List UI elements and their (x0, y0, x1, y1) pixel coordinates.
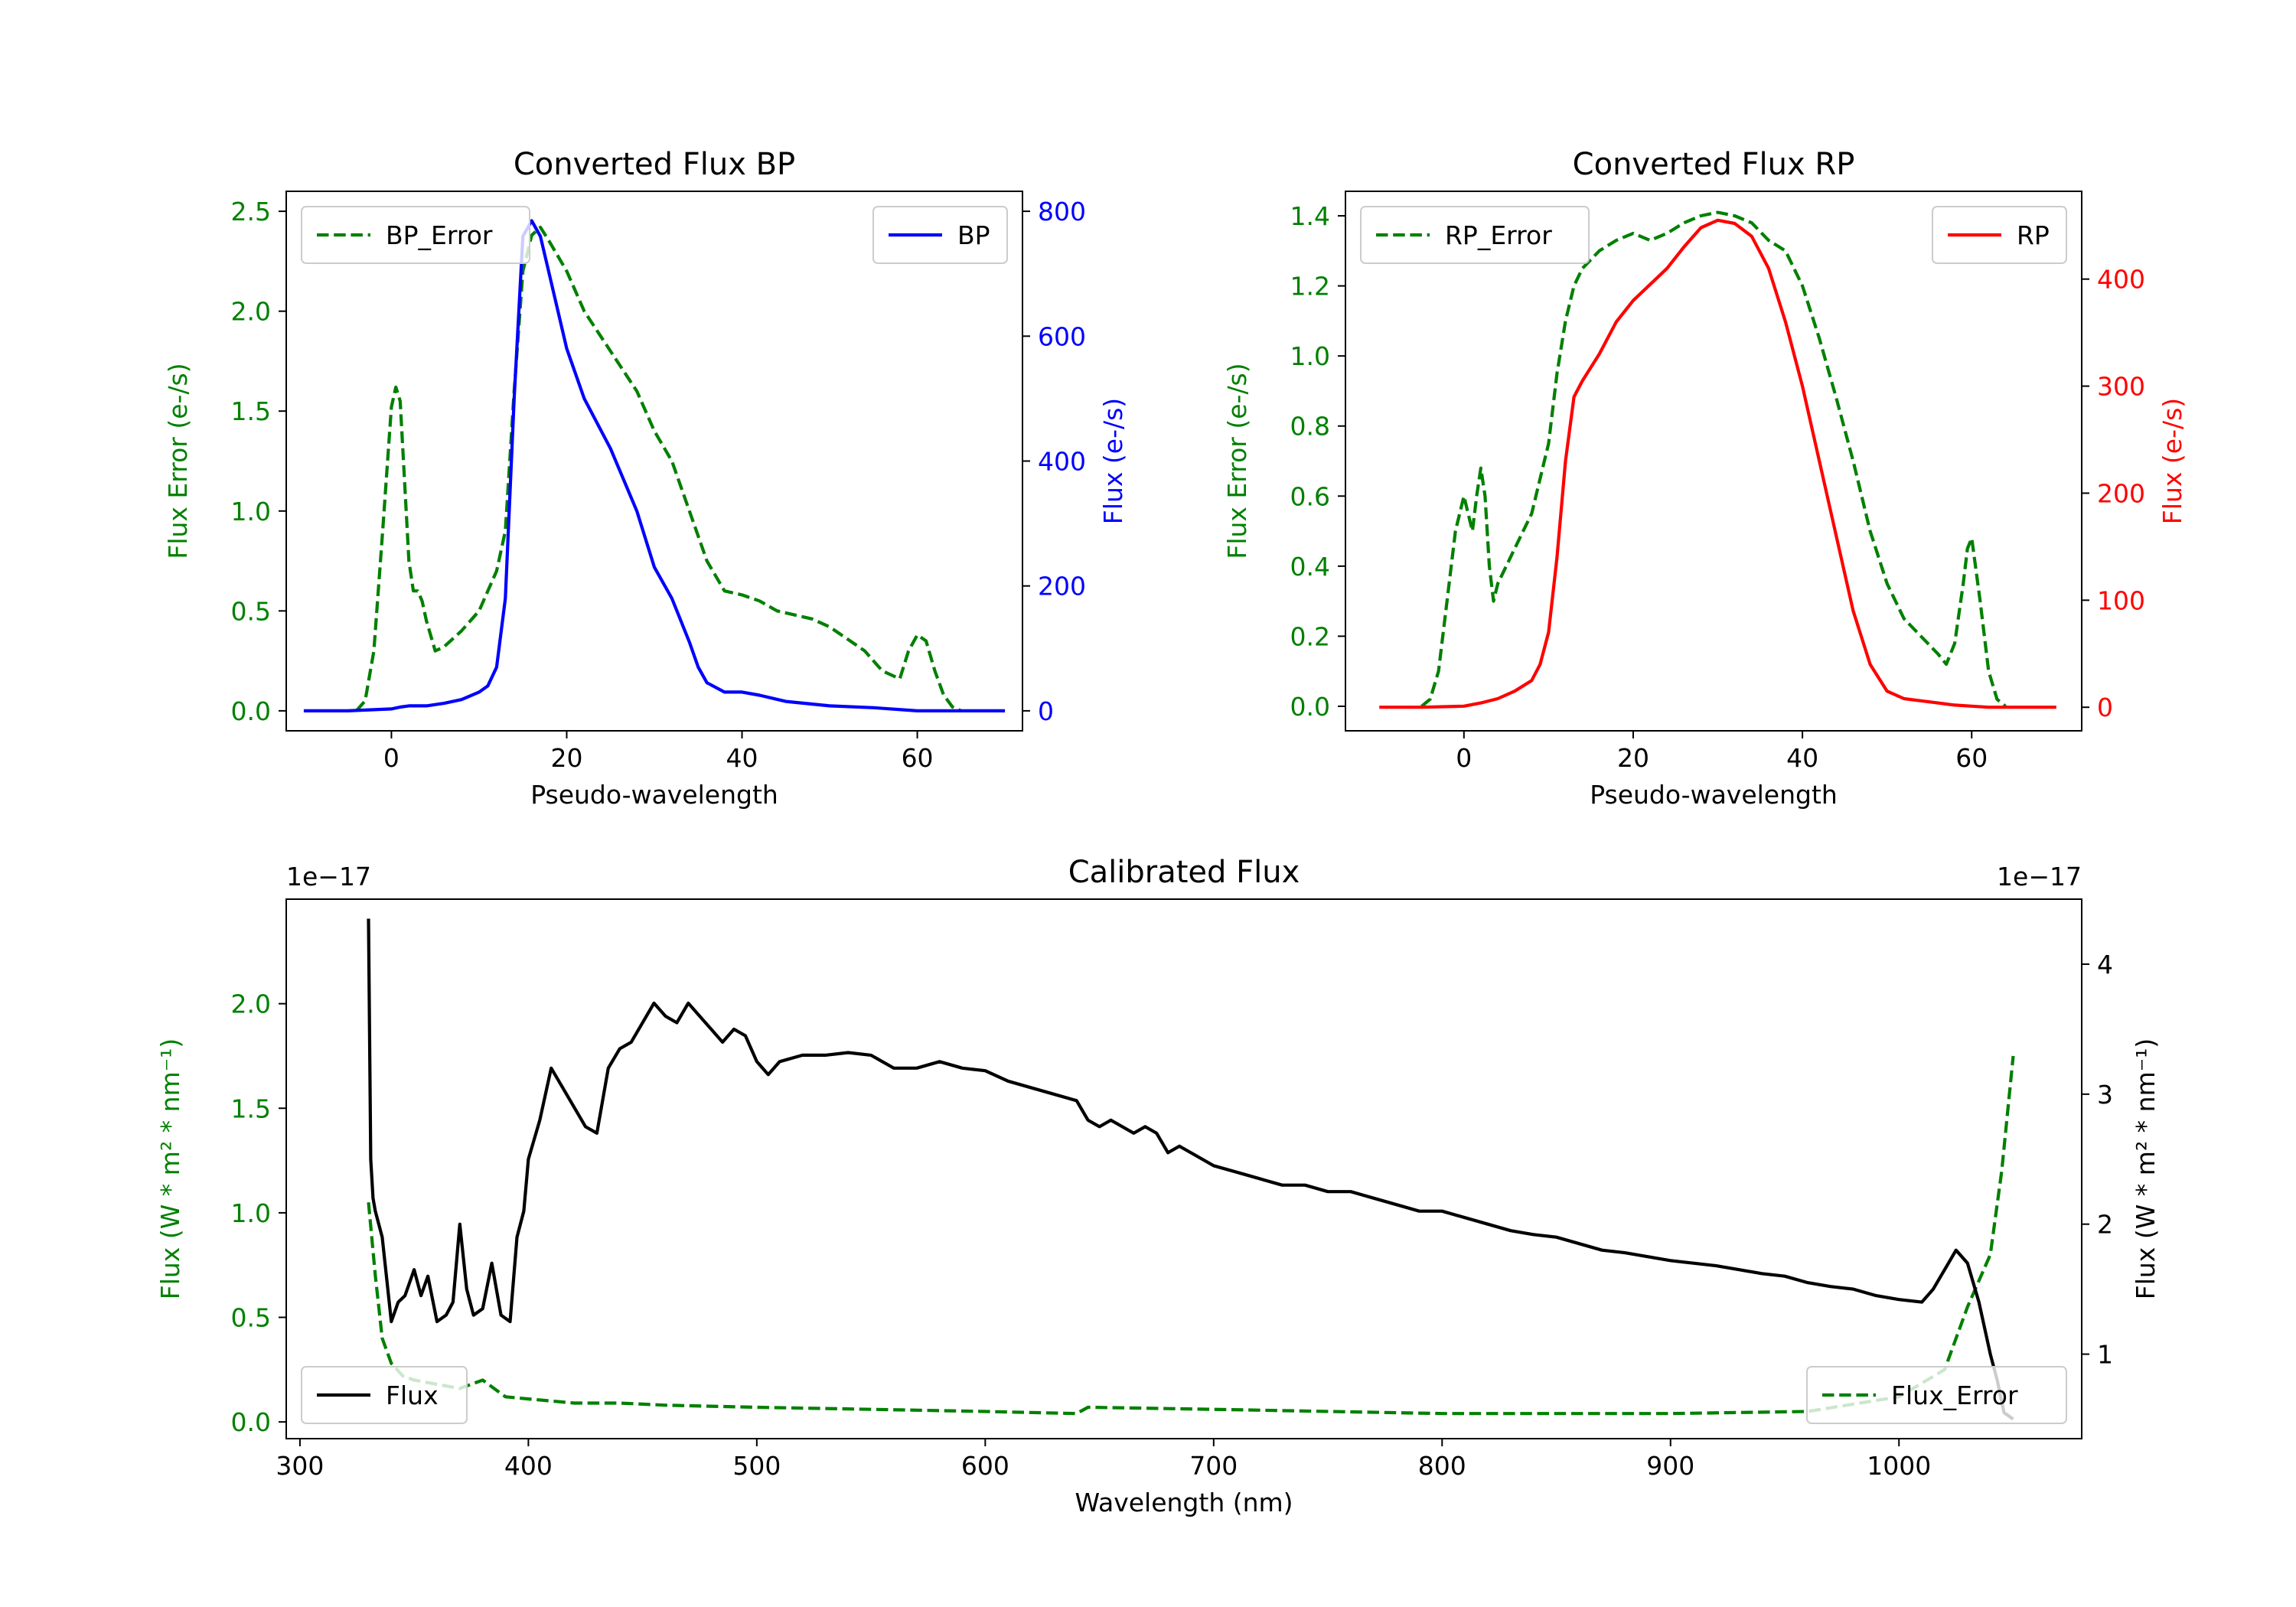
y-right-tick-label: 300 (2097, 372, 2145, 402)
y-left-tick-label: 1.4 (1290, 201, 1330, 231)
chart-title: Calibrated Flux (1068, 855, 1300, 890)
y-right-tick-label: 200 (2097, 478, 2145, 508)
y-left-tick-label: 0.8 (1290, 412, 1330, 442)
legend-box (301, 1366, 468, 1424)
y-left-tick-label: 2.5 (231, 197, 271, 227)
x-tick-label: 60 (902, 743, 934, 773)
y-left-tick-label: 0.5 (231, 596, 271, 626)
x-tick-label: 0 (1456, 743, 1472, 773)
y-left-tick-label: 0.0 (1290, 692, 1330, 722)
x-axis-label: Pseudo-wavelength (530, 780, 778, 810)
legend-bp: BP (872, 206, 1008, 264)
y-right-tick-label: 0 (1038, 696, 1054, 726)
plot-frame (1345, 191, 2082, 732)
legend-box (1806, 1366, 2067, 1424)
x-tick-label: 60 (1955, 743, 1988, 773)
x-tick-label: 400 (504, 1451, 553, 1481)
y-left-tick-label: 1.0 (231, 497, 271, 526)
y-right-tick-label: 200 (1038, 572, 1086, 601)
y-right-tick-label: 1 (2097, 1340, 2113, 1370)
legend-label: BP_Error (386, 220, 493, 250)
series-line-rp (1379, 218, 2056, 709)
x-axis-label: Wavelength (nm) (1075, 1488, 1293, 1517)
y-right-tick-label: 3 (2097, 1080, 2113, 1110)
y-left-axis-label: Flux (W * m² * nm⁻¹) (155, 1038, 185, 1300)
legend-label: RP (2017, 220, 2050, 250)
x-tick-label: 600 (961, 1451, 1009, 1481)
series-line-flux (367, 918, 2014, 1421)
plot-frame (285, 898, 2082, 1439)
y-left-offset-text: 1e−17 (286, 862, 371, 892)
y-left-tick-label: 0.4 (1290, 552, 1330, 582)
chart-title: Converted Flux RP (1573, 147, 1855, 182)
y-right-tick-label: 600 (1038, 321, 1086, 351)
y-left-tick-label: 1.2 (1290, 272, 1330, 302)
y-left-tick-label: 1.5 (231, 396, 271, 426)
y-right-tick-label: 100 (2097, 585, 2145, 615)
series-line-bp_error (355, 225, 962, 712)
x-tick-label: 500 (732, 1451, 781, 1481)
series-line-rp_error (1420, 210, 2007, 708)
y-left-tick-label: 1.0 (231, 1198, 271, 1228)
y-right-axis-label: Flux (e-/s) (2157, 398, 2187, 524)
y-right-axis-label: Flux (W * m² * nm⁻¹) (2131, 1038, 2161, 1300)
y-right-tick-label: 400 (2097, 265, 2145, 295)
legend-label: RP_Error (1445, 220, 1552, 250)
y-right-tick-label: 400 (1038, 447, 1086, 477)
y-right-tick-label: 800 (1038, 197, 1086, 227)
y-left-tick-label: 1.0 (1290, 341, 1330, 371)
legend-bp_error: BP_Error (301, 206, 530, 264)
y-left-tick-label: 0.0 (231, 1407, 271, 1437)
y-right-offset-text: 1e−17 (1997, 862, 2082, 892)
x-tick-label: 20 (1617, 743, 1649, 773)
x-tick-label: 900 (1646, 1451, 1694, 1481)
x-tick-label: 40 (726, 743, 758, 773)
legend-box (1360, 206, 1590, 264)
y-left-tick-label: 1.5 (231, 1094, 271, 1123)
y-left-tick-label: 2.0 (231, 297, 271, 327)
legend-label: Flux (386, 1380, 439, 1410)
x-tick-label: 20 (550, 743, 582, 773)
charts-container: 0 20 40 600.00.51.01.52.02.50200400600800Co… (155, 147, 2187, 1517)
x-tick-label: 0 (383, 743, 400, 773)
chart-bp: 0 20 40 60 0.0 0.5 1.0 1.5 2.0 2.5 0 200 400 600 800 Co… (163, 147, 1128, 810)
legend-flux: Flux (301, 1366, 468, 1424)
series-line-bp (303, 219, 1006, 713)
chart-cal: 300 400 500 600 700 800 900 1000 0.0 0.5 1.0 1.5 2.0… (155, 855, 2161, 1517)
y-left-tick-label: 0.6 (1290, 481, 1330, 511)
legend-box (301, 206, 530, 264)
legend-rp_error: RP_Error (1360, 206, 1590, 264)
x-tick-label: 1000 (1867, 1451, 1931, 1481)
y-left-axis-label: Flux Error (e-/s) (163, 363, 193, 559)
legend-flux_error: Flux_Error (1806, 1366, 2067, 1424)
x-axis-label: Pseudo-wavelength (1590, 780, 1838, 810)
x-tick-label: 300 (276, 1451, 324, 1481)
y-left-axis-label: Flux Error (e-/s) (1222, 363, 1252, 559)
chart-rp: 0 20 40 60 0.0 0.2 0.4 0.6 0.8 1.0 1.2 1.4 0 100 200 30… (1222, 147, 2187, 810)
chart-title: Converted Flux BP (514, 147, 795, 182)
legend-label: BP (957, 220, 990, 250)
legend-rp: RP (1932, 206, 2067, 264)
legend-label: Flux_Error (1891, 1380, 2018, 1410)
y-left-tick-label: 0.5 (231, 1303, 271, 1333)
x-tick-label: 800 (1418, 1451, 1466, 1481)
y-right-tick-label: 4 (2097, 950, 2113, 980)
x-tick-label: 700 (1189, 1451, 1238, 1481)
x-tick-label: 40 (1786, 743, 1818, 773)
y-left-tick-label: 0.2 (1290, 621, 1330, 651)
y-left-tick-label: 2.0 (231, 989, 271, 1019)
y-left-tick-label: 0.0 (231, 696, 271, 726)
y-right-axis-label: Flux (e-/s) (1098, 398, 1128, 524)
y-right-tick-label: 0 (2097, 693, 2113, 722)
y-right-tick-label: 2 (2097, 1210, 2113, 1240)
